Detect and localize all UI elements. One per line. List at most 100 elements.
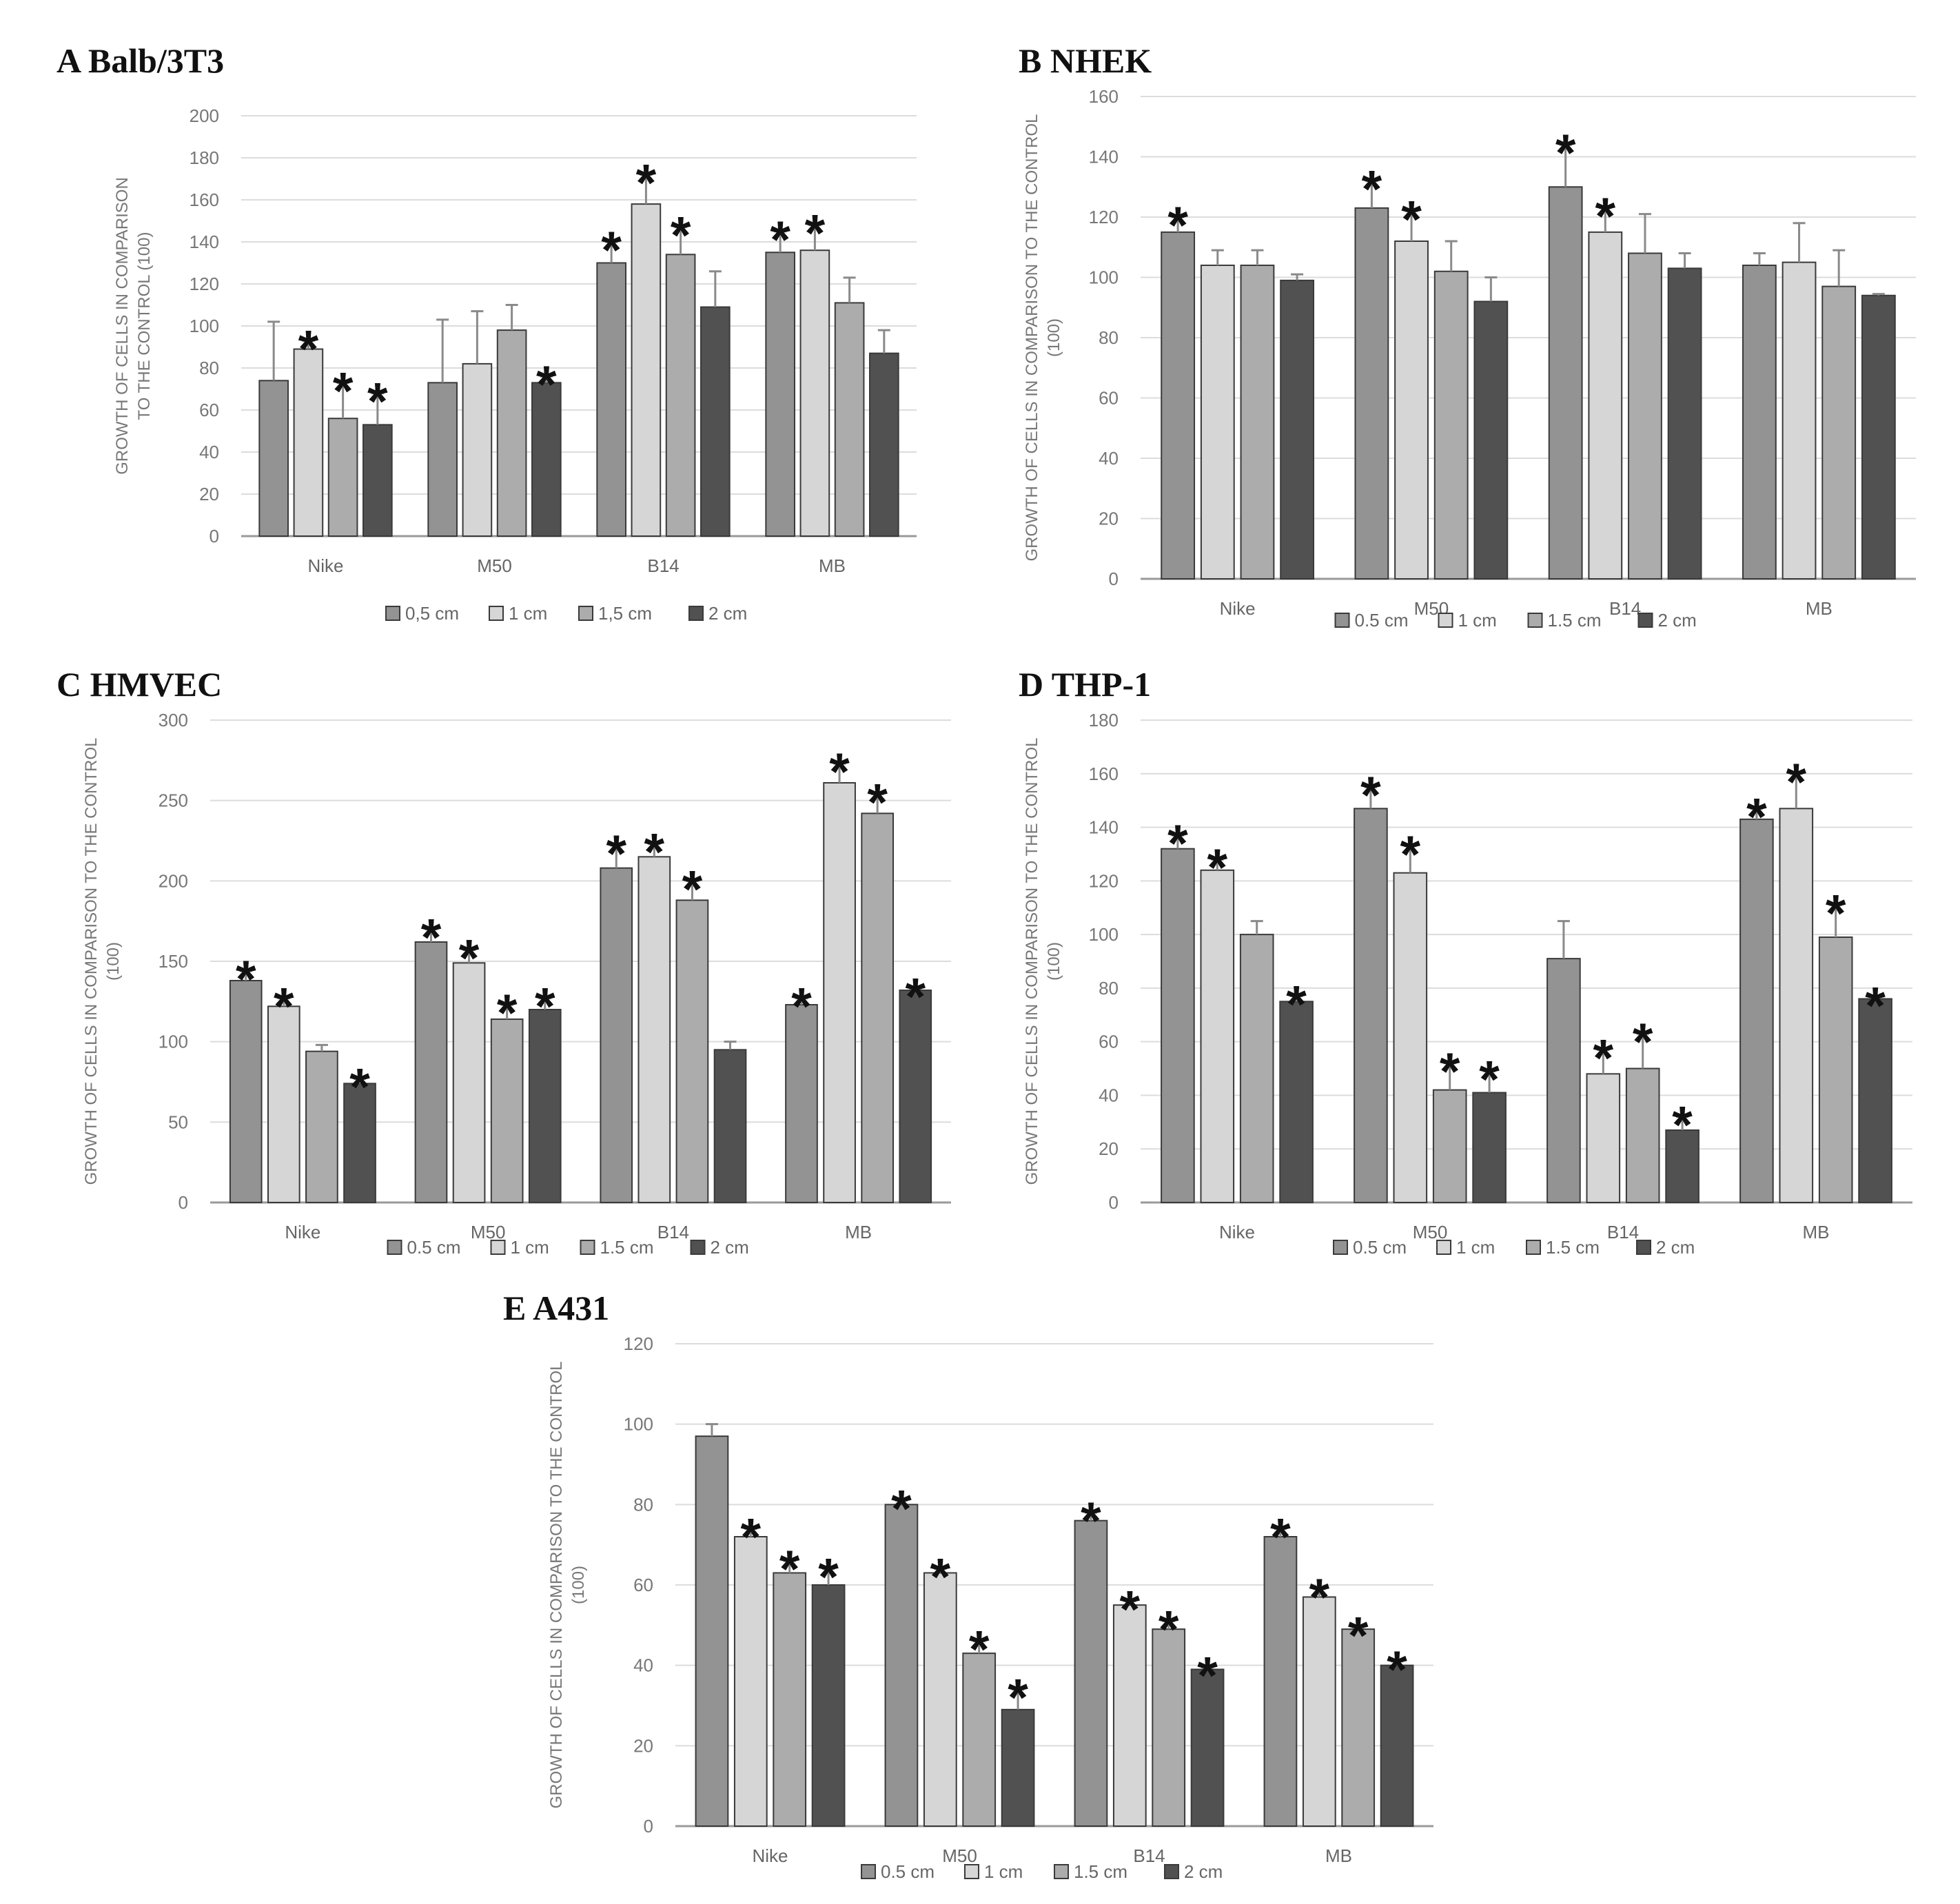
significance-asterisk: * bbox=[779, 1540, 800, 1599]
bar bbox=[1546, 958, 1581, 1203]
legend-label: 0.5 cm bbox=[407, 1237, 461, 1258]
significance-asterisk: * bbox=[536, 356, 557, 414]
significance-asterisk: * bbox=[298, 320, 319, 378]
chart-panel-e: E A431 0 20 40 60 80 100 120 GROWTH OF CELLS IN … bbox=[503, 1289, 1433, 1882]
y-tick-label: 0 bbox=[210, 526, 219, 546]
y-tick-label: 160 bbox=[1089, 764, 1119, 784]
x-tick-label: MB bbox=[819, 555, 846, 576]
bar bbox=[1200, 265, 1235, 580]
bar bbox=[1240, 265, 1275, 580]
legend-label: 1 cm bbox=[511, 1237, 549, 1258]
y-tick-label: 140 bbox=[1089, 147, 1119, 167]
legend-swatch bbox=[490, 1240, 506, 1255]
y-tick-label: 100 bbox=[624, 1414, 653, 1435]
bar bbox=[713, 1049, 747, 1204]
legend-label: 1 cm bbox=[1458, 610, 1497, 631]
bar bbox=[1742, 265, 1777, 580]
bar bbox=[1433, 270, 1469, 580]
bar bbox=[1628, 252, 1662, 580]
legend-label: 1.5 cm bbox=[1548, 610, 1602, 631]
significance-asterisk: * bbox=[236, 950, 256, 1009]
chart-panel-c: C HMVEC 0 50 100 150 200 250 300 GROWTH OF CELLS… bbox=[57, 665, 951, 1258]
legend-swatch bbox=[1637, 613, 1653, 628]
significance-asterisk: * bbox=[1348, 1606, 1369, 1665]
bar bbox=[811, 1584, 846, 1827]
bar bbox=[427, 382, 458, 537]
y-tick-label: 120 bbox=[190, 274, 219, 294]
bar bbox=[733, 1536, 768, 1827]
bar bbox=[799, 249, 830, 537]
bar bbox=[596, 262, 626, 537]
chart-panel-b: B NHEK 0 20 40 60 80 100 120 140 160 GROWTH OF CEL… bbox=[1019, 41, 1916, 631]
legend-label: 1 cm bbox=[509, 603, 547, 624]
y-tick-label: 80 bbox=[633, 1494, 653, 1515]
bar bbox=[531, 382, 562, 537]
legend-swatch bbox=[489, 606, 504, 621]
bar bbox=[700, 306, 731, 537]
bar bbox=[462, 362, 493, 538]
significance-asterisk: * bbox=[1362, 161, 1382, 219]
y-tick-label: 180 bbox=[1089, 710, 1119, 730]
y-tick-label: 80 bbox=[199, 358, 219, 378]
chart-title: B NHEK bbox=[1019, 41, 1152, 80]
legend-swatch bbox=[578, 606, 593, 621]
y-tick-label: 20 bbox=[199, 484, 219, 504]
significance-asterisk: * bbox=[1401, 190, 1422, 249]
chart-panel-d: D THP-1 0 20 40 60 80 100 120 140 160 180 GROWTH OF… bbox=[1019, 665, 1912, 1258]
legend-swatch bbox=[385, 606, 400, 621]
y-tick-label: 20 bbox=[1099, 1138, 1119, 1159]
legend-swatch bbox=[1527, 613, 1543, 628]
significance-asterisk: * bbox=[1120, 1580, 1141, 1639]
y-tick-label: 20 bbox=[1099, 509, 1119, 529]
bar bbox=[884, 1504, 919, 1827]
y-tick-label: 300 bbox=[159, 710, 188, 730]
bar bbox=[1354, 808, 1388, 1204]
chart-title: E A431 bbox=[503, 1289, 609, 1327]
bar bbox=[327, 418, 358, 538]
y-axis-label: (100) bbox=[569, 1566, 588, 1604]
significance-asterisk: * bbox=[1440, 1043, 1460, 1101]
legend-swatch bbox=[964, 1864, 979, 1879]
bar bbox=[1152, 1628, 1186, 1828]
y-tick-label: 100 bbox=[1089, 267, 1119, 288]
bar bbox=[414, 941, 448, 1203]
bar bbox=[1341, 1628, 1376, 1828]
legend-label: 0.5 cm bbox=[881, 1861, 935, 1882]
significance-asterisk: * bbox=[671, 207, 691, 265]
bar bbox=[1586, 1073, 1621, 1204]
bar bbox=[1200, 869, 1235, 1204]
bar bbox=[1354, 207, 1389, 580]
legend-swatch bbox=[690, 1240, 706, 1255]
significance-asterisk: * bbox=[1286, 976, 1307, 1034]
legend-label: 1 cm bbox=[984, 1861, 1023, 1882]
y-axis-label: GROWTH OF CELLS IN COMPARISON TO THE CON… bbox=[82, 738, 101, 1185]
bar bbox=[1302, 1596, 1336, 1827]
y-tick-label: 150 bbox=[159, 951, 188, 972]
legend-swatch bbox=[861, 1864, 876, 1879]
bar bbox=[1667, 267, 1702, 580]
legend-swatch bbox=[688, 606, 704, 621]
y-tick-label: 200 bbox=[190, 105, 219, 126]
bar bbox=[490, 1018, 524, 1203]
bar bbox=[1739, 818, 1774, 1203]
legend-swatch bbox=[1636, 1240, 1651, 1255]
bar bbox=[962, 1652, 997, 1828]
significance-asterisk: * bbox=[601, 221, 622, 280]
y-tick-label: 0 bbox=[1109, 569, 1119, 589]
significance-asterisk: * bbox=[1270, 1508, 1291, 1566]
x-tick-label: B14 bbox=[1607, 1222, 1639, 1242]
y-tick-label: 120 bbox=[1089, 870, 1119, 891]
x-tick-label: Nike bbox=[1220, 598, 1256, 619]
significance-asterisk: * bbox=[367, 373, 388, 431]
legend-swatch bbox=[387, 1240, 402, 1255]
legend-label: 0.5 cm bbox=[1355, 610, 1409, 631]
significance-asterisk: * bbox=[1167, 815, 1188, 873]
legend-label: 2 cm bbox=[711, 1237, 749, 1258]
y-tick-label: 180 bbox=[190, 147, 219, 168]
bar bbox=[1112, 1604, 1147, 1828]
significance-asterisk: * bbox=[770, 211, 790, 269]
y-axis-label: (100) bbox=[104, 942, 123, 981]
bar bbox=[1818, 936, 1853, 1203]
significance-asterisk: * bbox=[274, 978, 294, 1036]
significance-asterisk: * bbox=[1786, 753, 1807, 812]
